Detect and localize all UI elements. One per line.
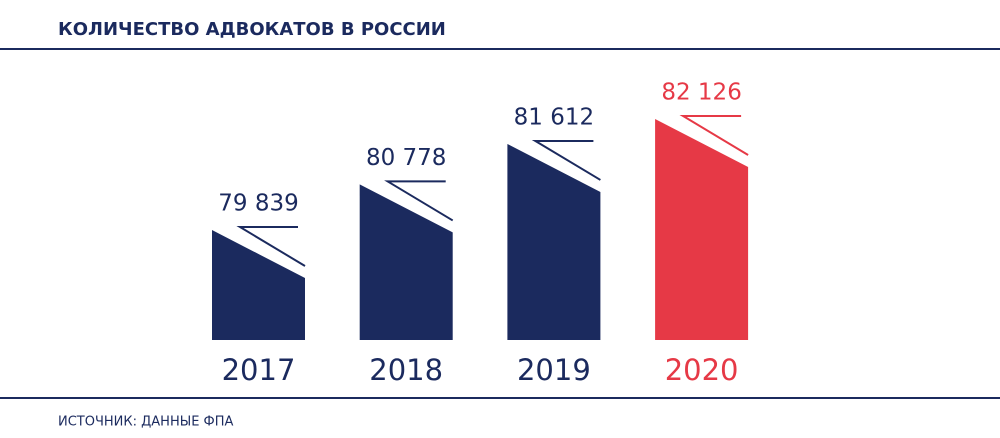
value-label: 80 778 <box>366 145 446 171</box>
value-label: 81 612 <box>514 104 594 130</box>
value-label: 82 126 <box>661 80 741 106</box>
value-label: 79 839 <box>218 191 298 217</box>
x-tick-label: 2018 <box>369 353 443 387</box>
x-tick-label: 2019 <box>517 353 591 387</box>
source-note: ИСТОЧНИК: ДАННЫЕ ФПА <box>58 415 234 430</box>
x-tick-label: 2020 <box>665 353 739 387</box>
bar <box>507 143 601 340</box>
bar-accent <box>236 226 306 267</box>
x-tick-label: 2017 <box>222 353 296 387</box>
bar <box>359 184 453 340</box>
bar-accent <box>384 180 454 222</box>
bar <box>212 230 305 340</box>
bar-accent <box>531 139 601 181</box>
bar <box>655 119 749 340</box>
bar-accent <box>679 115 749 156</box>
chart-title: КОЛИЧЕСТВО АДВОКАТОВ В РОССИИ <box>58 19 446 40</box>
